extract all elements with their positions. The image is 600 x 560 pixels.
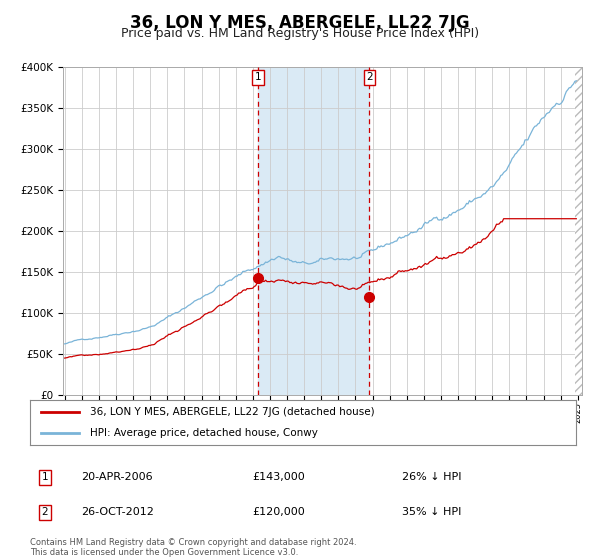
Text: 2: 2 (41, 507, 49, 517)
Text: 36, LON Y MES, ABERGELE, LL22 7JG (detached house): 36, LON Y MES, ABERGELE, LL22 7JG (detac… (90, 408, 374, 418)
Text: Contains HM Land Registry data © Crown copyright and database right 2024.
This d: Contains HM Land Registry data © Crown c… (30, 538, 356, 557)
Text: £120,000: £120,000 (252, 507, 305, 517)
Text: £143,000: £143,000 (252, 472, 305, 482)
Text: HPI: Average price, detached house, Conwy: HPI: Average price, detached house, Conw… (90, 428, 318, 438)
Text: 36, LON Y MES, ABERGELE, LL22 7JG: 36, LON Y MES, ABERGELE, LL22 7JG (130, 14, 470, 32)
Text: 35% ↓ HPI: 35% ↓ HPI (402, 507, 461, 517)
Text: 1: 1 (41, 472, 49, 482)
Text: 2: 2 (366, 72, 373, 82)
Bar (575, 67, 583, 395)
Text: 26-OCT-2012: 26-OCT-2012 (81, 507, 154, 517)
Bar (575, 67, 583, 395)
Text: 20-APR-2006: 20-APR-2006 (81, 472, 152, 482)
Text: Price paid vs. HM Land Registry's House Price Index (HPI): Price paid vs. HM Land Registry's House … (121, 27, 479, 40)
Text: 1: 1 (254, 72, 261, 82)
Bar (258, 67, 370, 395)
Text: 26% ↓ HPI: 26% ↓ HPI (402, 472, 461, 482)
